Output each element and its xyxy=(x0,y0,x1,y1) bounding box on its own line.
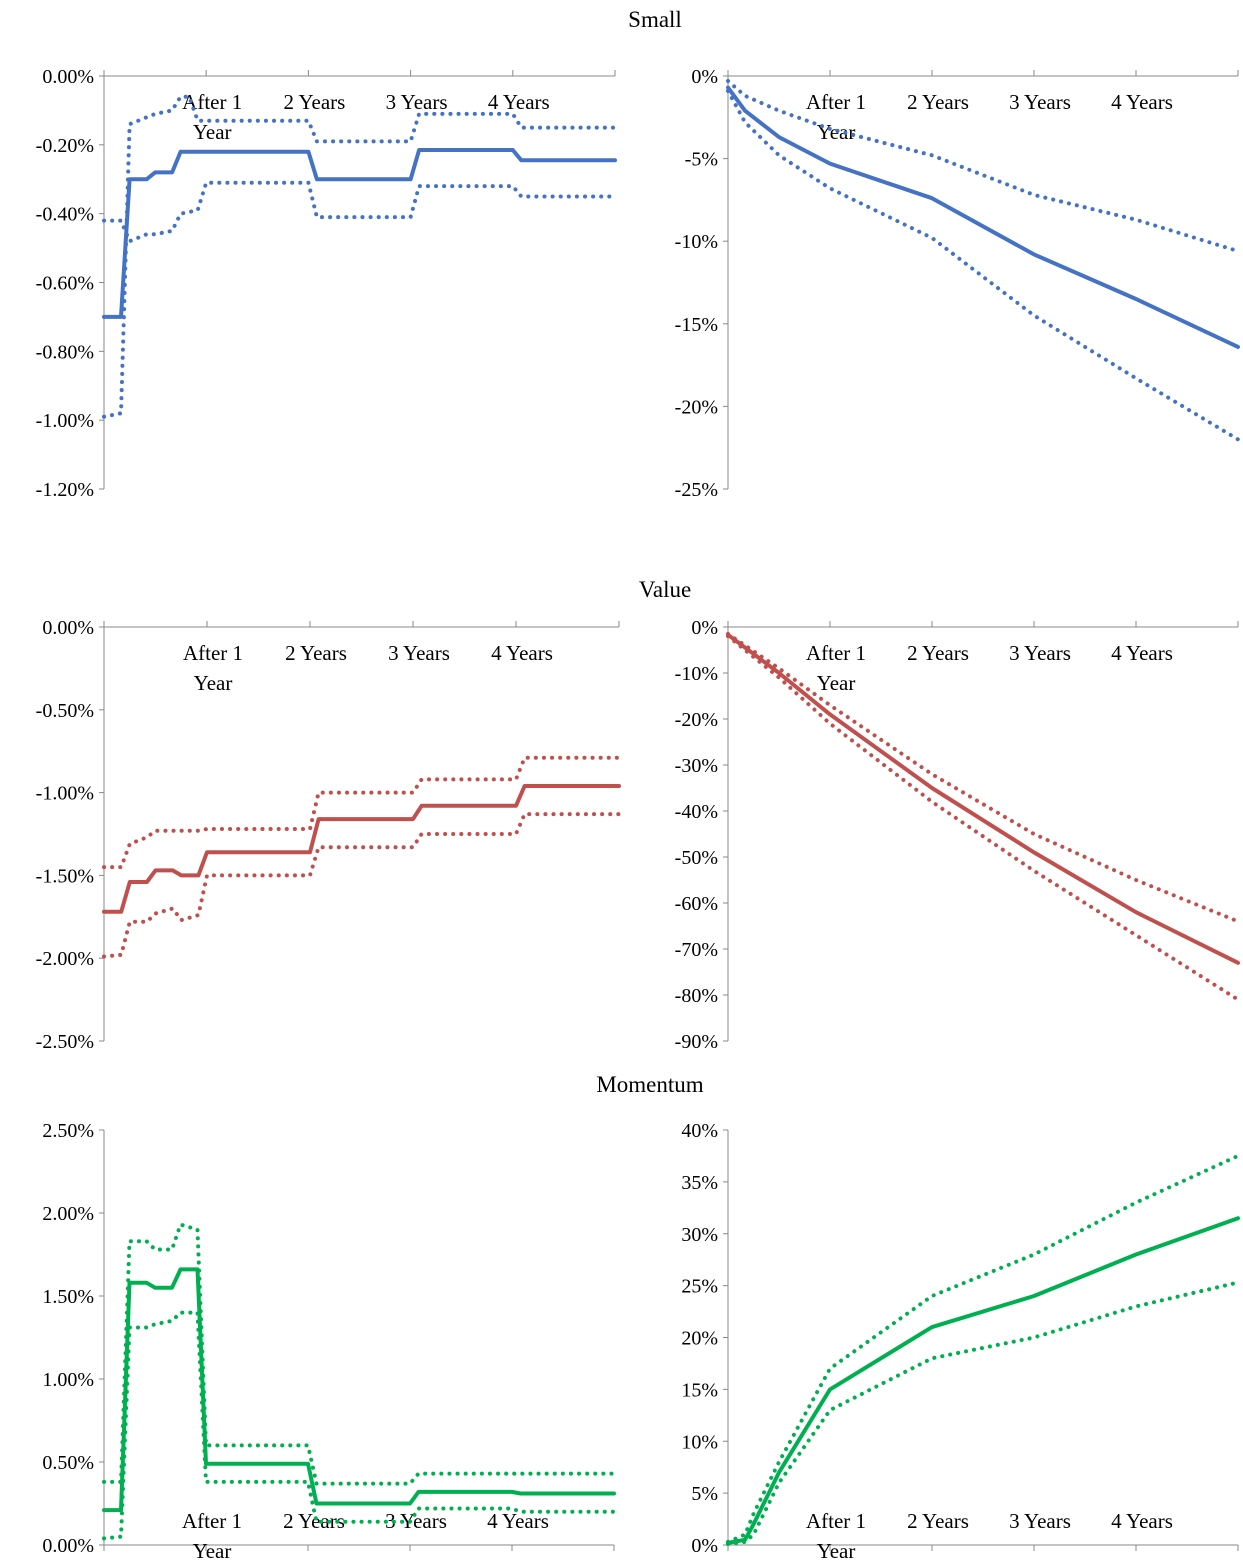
small-cumulative-estimate-line xyxy=(726,85,1240,349)
momentum-cumulative-x-category-label: After 1 xyxy=(806,1509,866,1533)
small-cumulative-y-tick-label: -25% xyxy=(675,479,718,501)
momentum-cumulative-y-tick-label: 0% xyxy=(691,1535,718,1557)
value-monthly-x-category-label: Year xyxy=(194,671,233,695)
momentum-cumulative-y-tick-label: 15% xyxy=(681,1379,718,1401)
small-cumulative-y-tick-label: -5% xyxy=(685,149,718,171)
value-monthly-x-category-label: 4 Years xyxy=(491,641,553,665)
small-cumulative-y-tick-label: -15% xyxy=(675,314,718,336)
small-monthly-y-tick-label: 0.00% xyxy=(42,66,94,88)
value-cumulative-x-category-label: Year xyxy=(817,671,856,695)
momentum-monthly-y-tick-label: 1.00% xyxy=(42,1369,94,1391)
small-cumulative-confidence-band-line-2 xyxy=(726,88,1240,442)
value-cumulative-y-tick-label: -40% xyxy=(675,801,718,823)
small-monthly-y-tick-label: -1.20% xyxy=(36,479,94,501)
momentum-monthly-panel: 2.50% 2.00% 1.50% 1.00% 0.50% 0.00% After 1 Yea… xyxy=(42,1120,616,1563)
value-cumulative-panel: 0% -10% -20% -30% -40% -50% -60% -70% -80% -90% Af… xyxy=(675,617,1240,1053)
momentum-cumulative-x-category-label: Year xyxy=(817,1539,856,1563)
value-monthly-x-category-label: After 1 xyxy=(183,641,243,665)
value-cumulative-y-tick-label: -30% xyxy=(675,755,718,777)
value-cumulative-estimate-line xyxy=(726,632,1240,965)
value-cumulative-y-tick-label: -80% xyxy=(675,985,718,1007)
value-cumulative-x-category-label: 3 Years xyxy=(1009,641,1071,665)
momentum-cumulative-x-category-label: 3 Years xyxy=(1009,1509,1071,1533)
momentum-monthly-confidence-band-line-2 xyxy=(102,1310,616,1541)
momentum-cumulative-y-tick-label: 20% xyxy=(681,1328,718,1350)
small-monthly-x-category-label: 4 Years xyxy=(488,90,550,114)
small-cumulative-x-category-label: 4 Years xyxy=(1111,90,1173,114)
value-monthly-y-tick-label: -1.00% xyxy=(36,783,94,805)
momentum-monthly-y-tick-label: 2.50% xyxy=(42,1120,94,1142)
small-monthly-panel: 0.00% -0.20% -0.40% -0.60% -0.80% -1.00% -1.20… xyxy=(36,66,617,501)
momentum-monthly-x-category-label: After 1 xyxy=(182,1509,242,1533)
value-cumulative-confidence-band-line-2 xyxy=(726,634,1240,1002)
value-cumulative-y-tick-label: -70% xyxy=(675,939,718,961)
small-cumulative-x-category-label: After 1 xyxy=(806,90,866,114)
momentum-cumulative-y-tick-label: 40% xyxy=(681,1120,718,1142)
small-monthly-y-tick-label: -0.60% xyxy=(36,273,94,295)
section-title-value: Value xyxy=(639,577,691,602)
small-monthly-confidence-band-line-1 xyxy=(102,94,617,419)
small-monthly-x-category-label: 3 Years xyxy=(386,90,448,114)
momentum-cumulative-confidence-band-line-1 xyxy=(726,1153,1240,1544)
value-cumulative-y-tick-label: -20% xyxy=(675,709,718,731)
momentum-cumulative-panel: 40% 35% 30% 25% 20% 15% 10% 5% 0% After 1 Year 2 Ye… xyxy=(681,1120,1240,1563)
value-cumulative-x-category-label: 2 Years xyxy=(907,641,969,665)
momentum-cumulative-x-category-label: 2 Years xyxy=(907,1509,969,1533)
small-monthly-y-tick-label: -0.20% xyxy=(36,135,94,157)
value-cumulative-confidence-band-line-1 xyxy=(726,631,1240,924)
momentum-monthly-y-tick-label: 0.50% xyxy=(42,1452,94,1474)
value-cumulative-x-category-label: 4 Years xyxy=(1111,641,1173,665)
small-cumulative-y-tick-label: 0% xyxy=(691,66,718,88)
momentum-monthly-x-category-label: 2 Years xyxy=(283,1509,345,1533)
momentum-monthly-x-category-label: Year xyxy=(193,1539,232,1563)
value-monthly-y-tick-label: -0.50% xyxy=(36,700,94,722)
small-monthly-x-category-label: Year xyxy=(193,120,232,144)
section-title-momentum: Momentum xyxy=(596,1072,703,1097)
value-cumulative-x-category-label: After 1 xyxy=(806,641,866,665)
momentum-cumulative-x-category-label: 4 Years xyxy=(1111,1509,1173,1533)
value-cumulative-y-tick-label: -60% xyxy=(675,893,718,915)
value-monthly-panel: 0.00% -0.50% -1.00% -1.50% -2.00% -2.50% After… xyxy=(36,617,621,1053)
value-monthly-x-category-label: 2 Years xyxy=(285,641,347,665)
momentum-cumulative-y-tick-label: 25% xyxy=(681,1276,718,1298)
value-cumulative-y-tick-label: -90% xyxy=(675,1031,718,1053)
value-monthly-confidence-band-line-1 xyxy=(102,755,621,870)
value-cumulative-y-tick-label: -10% xyxy=(675,663,718,685)
momentum-cumulative-estimate-line xyxy=(726,1216,1240,1545)
small-monthly-y-tick-label: -1.00% xyxy=(36,410,94,432)
momentum-monthly-confidence-band-line-1 xyxy=(102,1222,616,1486)
value-monthly-y-tick-label: 0.00% xyxy=(42,617,94,639)
small-cumulative-y-tick-label: -20% xyxy=(675,396,718,418)
momentum-monthly-y-tick-label: 0.00% xyxy=(42,1535,94,1557)
value-cumulative-y-tick-label: -50% xyxy=(675,847,718,869)
momentum-cumulative-y-tick-label: 5% xyxy=(691,1483,718,1505)
value-monthly-confidence-band-line-2 xyxy=(102,812,621,959)
value-monthly-y-tick-label: -1.50% xyxy=(36,865,94,887)
small-monthly-x-category-label: 2 Years xyxy=(283,90,345,114)
momentum-monthly-y-tick-label: 2.00% xyxy=(42,1203,94,1225)
momentum-cumulative-y-tick-label: 30% xyxy=(681,1224,718,1246)
value-monthly-y-tick-label: -2.00% xyxy=(36,948,94,970)
momentum-monthly-y-tick-label: 1.50% xyxy=(42,1286,94,1308)
small-monthly-confidence-band-line-2 xyxy=(102,180,617,244)
section-title-small: Small xyxy=(628,7,682,32)
small-cumulative-x-category-label: 3 Years xyxy=(1009,90,1071,114)
small-monthly-y-tick-label: -0.80% xyxy=(36,341,94,363)
small-monthly-estimate-line xyxy=(102,148,617,319)
momentum-cumulative-y-tick-label: 10% xyxy=(681,1431,718,1453)
momentum-cumulative-y-tick-label: 35% xyxy=(681,1172,718,1194)
value-cumulative-y-tick-label: 0% xyxy=(691,617,718,639)
small-cumulative-y-tick-label: -10% xyxy=(675,231,718,253)
value-monthly-y-tick-label: -2.50% xyxy=(36,1031,94,1053)
value-monthly-estimate-line xyxy=(102,784,621,914)
small-monthly-y-tick-label: -0.40% xyxy=(36,204,94,226)
value-monthly-x-category-label: 3 Years xyxy=(388,641,450,665)
small-cumulative-x-category-label: 2 Years xyxy=(907,90,969,114)
